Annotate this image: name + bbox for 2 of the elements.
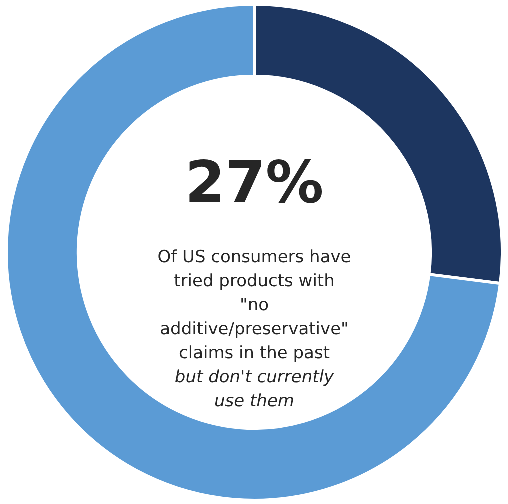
- text: 27%: [185, 148, 324, 216]
- text: but don't currently use them: [174, 368, 335, 412]
